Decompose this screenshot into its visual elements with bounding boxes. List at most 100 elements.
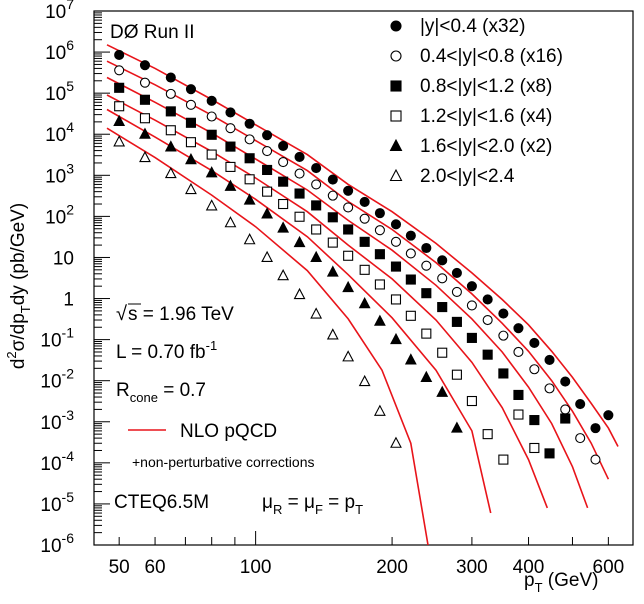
open-circle-marker <box>278 157 289 168</box>
y-tick-label: 102 <box>45 201 74 228</box>
nlo-curve <box>106 60 610 480</box>
filled-square-marker <box>294 188 305 199</box>
open-circle-marker <box>575 433 586 444</box>
y-tick-label: 10-4 <box>40 448 74 475</box>
filled-triangle-marker <box>310 250 323 263</box>
filled-square-marker <box>529 415 540 426</box>
filled-square-marker <box>327 212 338 223</box>
open-circle-marker <box>466 300 477 311</box>
open-circle-marker <box>294 168 305 179</box>
open-triangle-marker <box>113 135 126 147</box>
filled-circle-marker <box>294 151 305 162</box>
filled-square-marker <box>405 274 416 285</box>
x-ticks: 50 60 100 200 300 400 600 <box>109 531 624 578</box>
filled-circle-marker <box>278 140 289 151</box>
open-triangle-marker <box>139 150 151 163</box>
open-square-marker <box>482 429 493 440</box>
open-circle-marker <box>437 273 448 284</box>
filled-circle-marker <box>374 208 385 219</box>
filled-triangle-marker <box>373 314 386 326</box>
y-tick-label: 1 <box>63 290 74 311</box>
nlo-legend-sublabel: +non-perturbative corrections <box>132 454 315 470</box>
scale-label: μR = μF = pT <box>262 492 363 517</box>
nlo-curve <box>106 127 429 546</box>
open-square-marker <box>529 442 540 454</box>
y-tick-label: 103 <box>45 160 74 187</box>
filled-square-marker <box>359 236 370 247</box>
y-tick-label: 105 <box>45 78 74 105</box>
filled-circle-marker <box>359 196 370 207</box>
filled-square-marker <box>544 448 555 459</box>
open-circle-marker <box>185 99 197 110</box>
y-tick-label: 106 <box>45 37 74 64</box>
filled-square-marker <box>165 106 176 117</box>
filled-circle-marker <box>575 399 586 410</box>
filled-triangle-marker <box>293 235 306 248</box>
filled-circle-marker <box>139 60 151 71</box>
open-circle-marker <box>374 225 385 236</box>
filled-triangle-marker <box>390 332 402 345</box>
open-circle-marker <box>225 123 236 134</box>
luminosity-label: L = 0.70 fb-1 <box>116 338 217 363</box>
experiment-label: DØ Run II <box>110 22 194 43</box>
open-square-marker <box>185 137 197 148</box>
open-triangle-marker <box>293 287 306 300</box>
y-axis-label: d2σ/dpTdy (pb/GeV) <box>4 203 33 369</box>
filled-triangle-marker <box>404 353 417 365</box>
filled-square-marker <box>139 94 151 105</box>
filled-circle-marker <box>114 49 125 61</box>
plot-frame <box>93 10 634 546</box>
x-tick-label: 400 <box>513 557 545 578</box>
open-triangle-marker <box>243 233 256 245</box>
filled-circle-marker <box>437 255 448 266</box>
energy-root-symbol: √ <box>116 303 127 325</box>
open-square-marker <box>294 211 305 222</box>
open-triangle-marker <box>358 374 371 387</box>
filled-circle-marker <box>451 267 462 278</box>
filled-circle-marker <box>590 423 601 434</box>
filled-square-marker <box>185 117 197 128</box>
filled-circle-marker <box>185 84 197 95</box>
open-circle-marker <box>482 314 493 326</box>
filled-square-marker <box>421 288 432 299</box>
open-triangle-marker <box>205 199 218 211</box>
filled-triangle-marker <box>261 207 274 219</box>
filled-square-marker <box>225 141 236 152</box>
open-circle-marker <box>311 179 322 190</box>
filled-circle-marker <box>466 281 477 292</box>
open-square-marker <box>466 395 477 407</box>
y-tick-label: 107 <box>45 0 74 23</box>
legend-label: |y|<0.4 (x32) <box>420 16 525 37</box>
y-tick-label: 10-6 <box>40 530 74 557</box>
open-circle-marker <box>165 88 176 99</box>
filled-square-marker <box>374 249 385 260</box>
y-tick-label: 10-5 <box>40 489 74 516</box>
open-circle-marker <box>390 50 402 62</box>
filled-circle-marker <box>482 294 493 305</box>
open-circle-marker <box>262 145 273 157</box>
filled-circle-marker <box>206 95 217 106</box>
open-square-marker <box>451 369 462 380</box>
pdf-label: CTEQ6.5M <box>114 492 209 513</box>
open-square-marker <box>390 294 402 305</box>
open-square-marker <box>225 161 236 172</box>
open-square-marker <box>374 279 385 290</box>
open-triangle-marker <box>373 404 386 416</box>
filled-circle-marker <box>262 130 273 141</box>
filled-triangle-marker <box>450 421 463 433</box>
open-circle-marker <box>590 454 601 465</box>
legend-label: 1.2<|y|<1.6 (x4) <box>420 106 552 127</box>
filled-square-marker <box>482 349 493 360</box>
open-square-marker <box>437 347 448 358</box>
filled-square-marker <box>114 82 125 93</box>
open-circle-marker <box>343 202 354 213</box>
open-square-marker <box>390 110 402 122</box>
filled-triangle-marker <box>185 153 197 165</box>
filled-triangle-marker <box>139 127 151 139</box>
y-tick-label: 10-3 <box>40 407 74 434</box>
filled-circle-marker <box>165 72 176 83</box>
open-square-marker <box>139 113 151 124</box>
filled-square-marker <box>278 176 289 187</box>
filled-circle-marker <box>405 230 416 241</box>
